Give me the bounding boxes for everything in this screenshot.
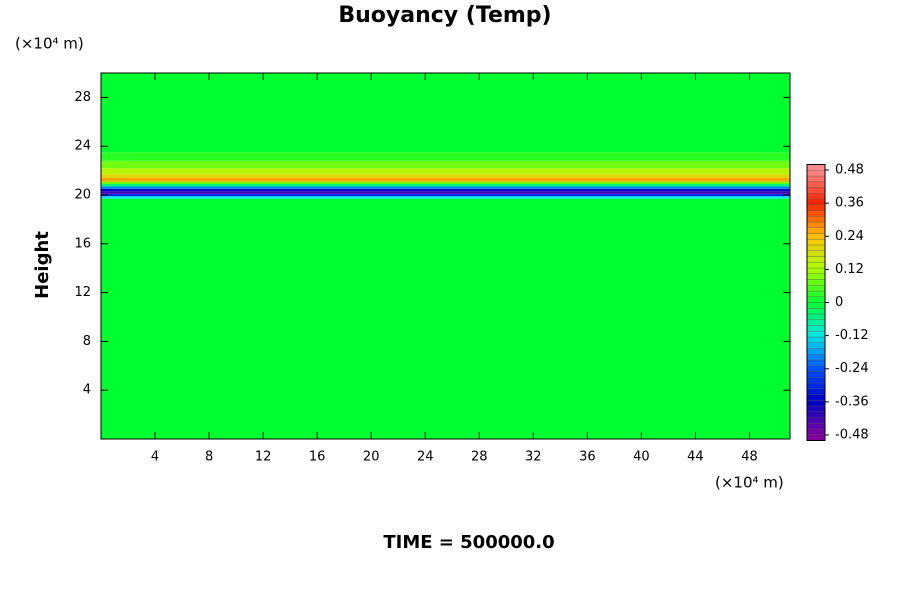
contour-band xyxy=(101,160,790,169)
contour-band xyxy=(101,191,790,194)
contour-band xyxy=(101,181,790,185)
x-tick-label: 12 xyxy=(255,450,272,465)
colorbar-band xyxy=(806,394,826,401)
colorbar-band xyxy=(806,313,826,320)
x-tick-label: 40 xyxy=(633,450,650,465)
colorbar-band xyxy=(806,428,826,435)
contour-band xyxy=(101,193,790,197)
colorbar-band xyxy=(806,262,826,269)
x-tick-label: 48 xyxy=(741,450,758,465)
colorbar-band xyxy=(806,417,826,424)
colorbar-band xyxy=(806,348,826,355)
colorbar-band xyxy=(806,187,826,194)
x-tick-label: 16 xyxy=(309,450,326,465)
colorbar-band xyxy=(806,405,826,412)
y-unit: (×10⁴ m) xyxy=(15,35,84,53)
contour-band xyxy=(101,168,790,175)
x-tick-label: 36 xyxy=(579,450,596,465)
y-tick-label: 8 xyxy=(83,334,91,349)
colorbar-band xyxy=(806,423,826,430)
colorbar-band xyxy=(806,193,826,200)
colorbar-tick-label: 0.48 xyxy=(835,163,864,178)
x-tick-label: 20 xyxy=(363,450,380,465)
contour-band xyxy=(101,152,790,161)
colorbar-tick-label: -0.36 xyxy=(835,394,869,409)
colorbar-band xyxy=(806,267,826,274)
colorbar-band xyxy=(806,365,826,372)
plot-frame xyxy=(100,72,791,440)
colorbar-band xyxy=(806,210,826,217)
colorbar-band xyxy=(806,319,826,326)
colorbar-band xyxy=(806,250,826,257)
colorbar-band xyxy=(806,371,826,378)
colorbar-band xyxy=(806,354,826,361)
colorbar-band xyxy=(806,400,826,407)
colorbar-band xyxy=(806,170,826,177)
y-tick-label: 28 xyxy=(74,90,91,105)
chart-title: Buoyancy (Temp) xyxy=(338,3,551,28)
colorbar-band xyxy=(806,308,826,315)
colorbar-band xyxy=(806,302,826,309)
contour-band xyxy=(101,198,790,439)
colorbar-band xyxy=(806,164,826,171)
colorbar-band xyxy=(806,198,826,205)
colorbar-band xyxy=(806,273,826,280)
colorbar-band xyxy=(806,204,826,211)
x-tick-label: 44 xyxy=(687,450,704,465)
y-tick-label: 12 xyxy=(74,285,91,300)
contour-band xyxy=(101,184,790,187)
colorbar-band xyxy=(806,221,826,228)
colorbar-tick-label: -0.24 xyxy=(835,361,869,376)
colorbar-band xyxy=(806,290,826,297)
colorbar-band xyxy=(806,382,826,389)
colorbar-band xyxy=(806,244,826,251)
colorbar-band xyxy=(806,216,826,223)
x-tick-label: 8 xyxy=(205,450,213,465)
contour-band xyxy=(101,174,790,178)
y-tick-label: 4 xyxy=(83,383,91,398)
colorbar-tick-label: -0.48 xyxy=(835,427,869,442)
colorbar-band xyxy=(806,342,826,349)
x-tick-label: 32 xyxy=(525,450,542,465)
contour-band xyxy=(101,196,790,199)
contour-band xyxy=(101,177,790,182)
colorbar-band xyxy=(806,377,826,384)
colorbar-band xyxy=(806,279,826,286)
colorbar-band xyxy=(806,296,826,303)
colorbar-tick-label: 0.24 xyxy=(835,229,864,244)
colorbar-band xyxy=(806,227,826,234)
y-tick-label: 24 xyxy=(74,139,91,154)
contour-band xyxy=(101,73,790,153)
colorbar-band xyxy=(806,434,826,441)
x-tick-label: 28 xyxy=(471,450,488,465)
contour-band xyxy=(101,186,790,189)
y-tick-label: 20 xyxy=(74,188,91,203)
colorbar-band xyxy=(806,325,826,332)
colorbar-band xyxy=(806,256,826,263)
contour-band xyxy=(101,188,790,192)
colorbar-band xyxy=(806,239,826,246)
y-axis-label: Height xyxy=(32,231,53,299)
y-tick-label: 16 xyxy=(74,236,91,251)
colorbar-band xyxy=(806,175,826,182)
x-tick-label: 24 xyxy=(417,450,434,465)
colorbar-band xyxy=(806,411,826,418)
colorbar-band xyxy=(806,336,826,343)
colorbar-tick-label: 0.36 xyxy=(835,196,864,211)
x-unit: (×10⁴ m) xyxy=(715,474,784,492)
annotation: TIME = 500000.0 xyxy=(383,532,554,553)
colorbar-band xyxy=(806,285,826,292)
x-tick-label: 4 xyxy=(151,450,159,465)
colorbar-band xyxy=(806,359,826,366)
colorbar-band xyxy=(806,181,826,188)
colorbar-band xyxy=(806,331,826,338)
colorbar-tick-label: 0.12 xyxy=(835,262,864,277)
colorbar-tick-label: 0 xyxy=(835,295,843,310)
colorbar-tick-label: -0.12 xyxy=(835,328,869,343)
colorbar-band xyxy=(806,388,826,395)
colorbar-band xyxy=(806,233,826,240)
